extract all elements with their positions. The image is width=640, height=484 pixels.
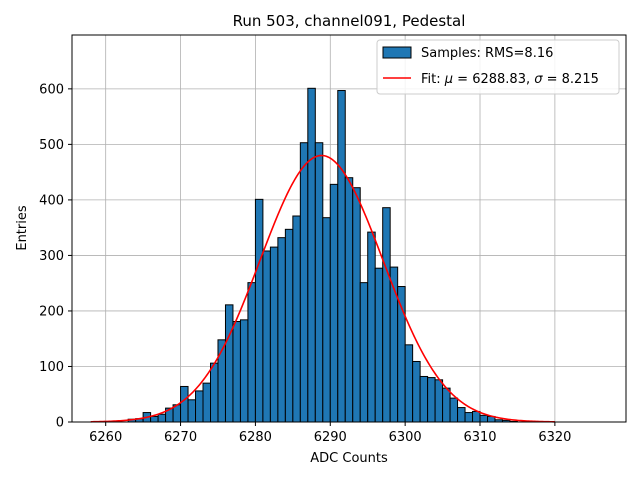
- histogram-bar: [239, 319, 249, 423]
- legend: Samples: RMS=8.16 Fit: μ = 6288.83, σ = …: [376, 39, 620, 95]
- histogram-bar: [195, 390, 204, 423]
- y-tick-label: 500: [39, 138, 64, 153]
- histogram-bar: [314, 142, 324, 423]
- legend-fit-sigma-symbol: σ: [534, 72, 543, 87]
- legend-fit-sigma-value: = 8.215: [542, 72, 598, 87]
- plot-frame: [71, 34, 627, 423]
- histogram-bar: [180, 385, 189, 423]
- histogram-bar: [427, 377, 436, 423]
- histogram-bar: [232, 321, 241, 423]
- histogram-bar: [359, 282, 369, 423]
- y-tick-label: 300: [39, 249, 64, 264]
- histogram-bar: [412, 360, 421, 423]
- histogram-bar: [457, 407, 466, 423]
- legend-box: [376, 39, 620, 95]
- x-axis-label: ADC Counts: [310, 451, 388, 466]
- histogram-bar: [284, 228, 294, 423]
- legend-fit-prefix: Fit:: [421, 72, 445, 87]
- histogram-bar: [329, 183, 339, 423]
- legend-fit-mu-symbol: μ: [444, 72, 453, 87]
- histogram-bar: [292, 215, 301, 423]
- histogram-bar: [449, 397, 459, 423]
- legend-label-samples: Samples: RMS=8.16: [421, 46, 553, 61]
- y-tick-label: 600: [39, 82, 64, 97]
- y-tick-label: 100: [39, 360, 64, 375]
- legend-fit-mu-value: = 6288.83,: [453, 72, 534, 87]
- histogram-bar: [187, 399, 197, 423]
- histogram-bar: [404, 344, 414, 423]
- x-tick-label: 6290: [314, 430, 347, 445]
- gaussian-fit-curve: [90, 154, 555, 423]
- histogram-bar: [150, 415, 159, 423]
- legend-label-fit: Fit: μ = 6288.83, σ = 8.215: [421, 72, 599, 87]
- histogram-bar: [224, 304, 234, 423]
- histogram-bar: [337, 90, 346, 423]
- x-tick-label: 6280: [239, 430, 272, 445]
- histogram-bar: [419, 375, 429, 423]
- histogram-bar: [479, 414, 489, 423]
- legend-swatch-samples: [382, 46, 412, 59]
- histogram-bar: [299, 142, 309, 423]
- x-tick-label: 6310: [463, 430, 496, 445]
- histogram-bar: [269, 246, 279, 423]
- histogram-bar: [202, 382, 212, 423]
- histogram-bar: [367, 231, 376, 423]
- histogram-bar: [262, 250, 271, 423]
- y-tick-label: 200: [39, 304, 64, 319]
- x-tick-label: 6260: [89, 430, 122, 445]
- histogram-bar: [210, 362, 219, 423]
- histogram-bar: [434, 379, 444, 423]
- y-axis-label: Entries: [15, 205, 30, 251]
- x-tick-label: 6270: [164, 430, 197, 445]
- histogram-bar: [247, 282, 256, 423]
- histogram-bar: [307, 87, 316, 423]
- histogram-bar: [442, 387, 451, 423]
- histogram-bar: [472, 410, 481, 423]
- x-tick-label: 6320: [538, 430, 571, 445]
- y-tick-label: 0: [56, 416, 64, 431]
- histogram-bar: [277, 237, 286, 423]
- histogram-bar: [157, 413, 167, 423]
- histogram-bar: [254, 198, 264, 423]
- y-tick-label: 400: [39, 193, 64, 208]
- histogram-bar: [374, 267, 384, 423]
- histogram-bar: [382, 207, 391, 423]
- histogram-bar: [352, 187, 361, 423]
- histogram-bar: [344, 177, 354, 423]
- x-tick-label: 6300: [389, 430, 422, 445]
- chart-title: Run 503, channel091, Pedestal: [233, 12, 466, 30]
- y-axis-ticks: 0 100 200 300 400 500 600: [39, 82, 72, 431]
- histogram-bar: [322, 217, 331, 423]
- x-axis-ticks: 6260 6270 6280 6290 6300 6310 6320: [89, 422, 571, 445]
- histogram-bar: [464, 412, 474, 423]
